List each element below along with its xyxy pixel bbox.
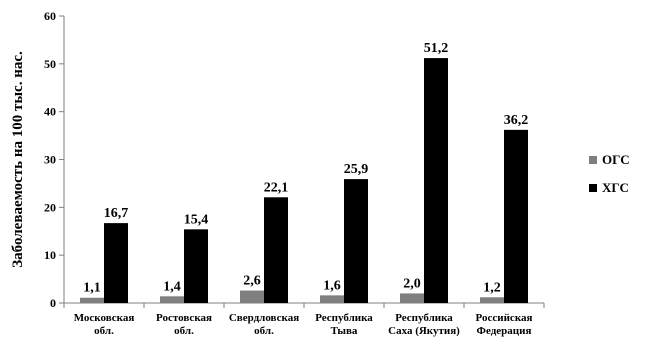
x-tick-label: Российская: [476, 312, 533, 324]
x-tick-label: Саха (Якутия): [388, 325, 460, 337]
y-axis-label: Заболеваемость на 100 тыс. нас.: [10, 51, 26, 268]
data-label: 1,4: [163, 279, 181, 294]
y-tick-label: 10: [44, 248, 56, 262]
x-tick-label: обл.: [94, 325, 114, 337]
x-tick-label: Ростовская: [156, 312, 212, 324]
bar-ogs: [240, 291, 264, 303]
data-label: 15,4: [184, 212, 209, 227]
bar-hgs: [424, 58, 448, 303]
data-label: 51,2: [424, 41, 449, 56]
legend: ОГС ХГС: [589, 152, 630, 195]
bar-ogs: [400, 293, 424, 303]
data-label: 16,7: [104, 206, 129, 221]
data-label: 36,2: [504, 113, 529, 128]
x-tick-label: Республика: [395, 312, 453, 324]
y-axis: 0 10 20 30 40 50 60 Заболеваемость на 100 тыс. …: [10, 9, 64, 310]
data-label: 1,6: [323, 278, 341, 293]
bar-hgs: [344, 179, 368, 303]
y-tick-label: 30: [44, 153, 56, 167]
bar-hgs: [104, 223, 128, 303]
x-tick-label: обл.: [174, 325, 194, 337]
x-tick-label: Московская: [74, 312, 135, 324]
bar-ogs: [160, 296, 184, 303]
x-tick-label: Свердловская: [229, 312, 299, 324]
y-tick-label: 50: [44, 57, 56, 71]
data-label: 1,2: [483, 280, 501, 295]
legend-swatch: [589, 156, 597, 164]
legend-label: ХГС: [602, 180, 629, 195]
x-axis: Московскаяобл.Ростовскаяобл.Свердловская…: [64, 303, 544, 337]
y-tick-label: 0: [50, 296, 56, 310]
y-tick-label: 60: [44, 9, 56, 23]
y-tick-label: 40: [44, 105, 56, 119]
x-tick-label: Тыва: [331, 325, 358, 337]
legend-label: ОГС: [602, 152, 630, 167]
x-tick-label: Федерация: [477, 325, 532, 337]
y-tick-label: 20: [44, 200, 56, 214]
data-label: 1,1: [83, 281, 101, 296]
x-tick-label: обл.: [254, 325, 274, 337]
bar-ogs: [480, 297, 504, 303]
bar-ogs: [80, 298, 104, 303]
data-label: 2,0: [403, 276, 421, 291]
x-tick-label: Республика: [315, 312, 373, 324]
bar-hgs: [264, 197, 288, 303]
bar-hgs: [184, 229, 208, 303]
bar-ogs: [320, 295, 344, 303]
legend-swatch: [589, 184, 597, 192]
data-label: 2,6: [243, 274, 261, 289]
data-label: 25,9: [344, 162, 369, 177]
bars: 1,1 16,7 1,4 15,4 2,6 22,1 1,6 25,9 2,0 51,2 1,2 36…: [80, 41, 528, 303]
bar-hgs: [504, 130, 528, 303]
data-label: 22,1: [264, 180, 289, 195]
